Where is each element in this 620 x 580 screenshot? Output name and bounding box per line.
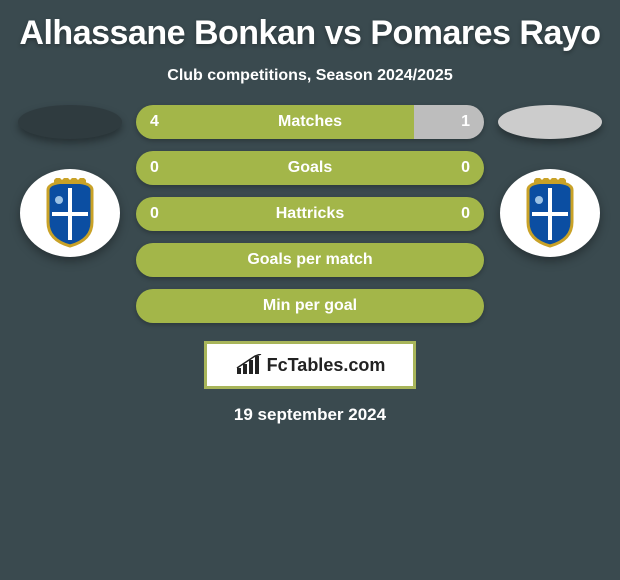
stat-bar: Hattricks 0 0 bbox=[136, 197, 484, 231]
comparison-infographic: Alhassane Bonkan vs Pomares Rayo Club co… bbox=[0, 0, 620, 435]
stat-label: Goals per match bbox=[247, 251, 372, 269]
stat-left-value: 0 bbox=[150, 159, 159, 177]
stat-bar: Goals 0 0 bbox=[136, 151, 484, 185]
club-crest-icon bbox=[524, 178, 576, 248]
right-club-badge bbox=[500, 169, 600, 257]
stat-label: Hattricks bbox=[276, 205, 344, 223]
right-player-column bbox=[500, 105, 600, 257]
left-player-ellipse bbox=[18, 105, 122, 139]
page-title: Alhassane Bonkan vs Pomares Rayo bbox=[19, 14, 600, 53]
club-crest-icon bbox=[44, 178, 96, 248]
date-text: 19 september 2024 bbox=[234, 405, 386, 425]
stat-bar: Min per goal bbox=[136, 289, 484, 323]
stat-left-value: 0 bbox=[150, 205, 159, 223]
stat-bar-left-fill bbox=[136, 105, 414, 139]
comparison-row: Matches 4 1 Goals 0 0 Hattricks 0 0 Goals per mat… bbox=[0, 105, 620, 323]
right-player-ellipse bbox=[498, 105, 602, 139]
stat-label: Matches bbox=[278, 113, 342, 131]
stat-label: Goals bbox=[288, 159, 332, 177]
stat-right-value: 1 bbox=[461, 113, 470, 131]
stats-column: Matches 4 1 Goals 0 0 Hattricks 0 0 Goals per mat… bbox=[136, 105, 484, 323]
stat-bar-right-fill bbox=[414, 105, 484, 139]
stat-bar: Matches 4 1 bbox=[136, 105, 484, 139]
left-club-badge bbox=[20, 169, 120, 257]
left-player-column bbox=[20, 105, 120, 257]
stat-right-value: 0 bbox=[461, 159, 470, 177]
stat-bar: Goals per match bbox=[136, 243, 484, 277]
stat-right-value: 0 bbox=[461, 205, 470, 223]
subtitle: Club competitions, Season 2024/2025 bbox=[167, 67, 452, 85]
bar-chart-icon bbox=[235, 354, 263, 376]
brand-text: FcTables.com bbox=[267, 355, 386, 376]
stat-left-value: 4 bbox=[150, 113, 159, 131]
brand-box: FcTables.com bbox=[204, 341, 416, 389]
stat-label: Min per goal bbox=[263, 297, 357, 315]
